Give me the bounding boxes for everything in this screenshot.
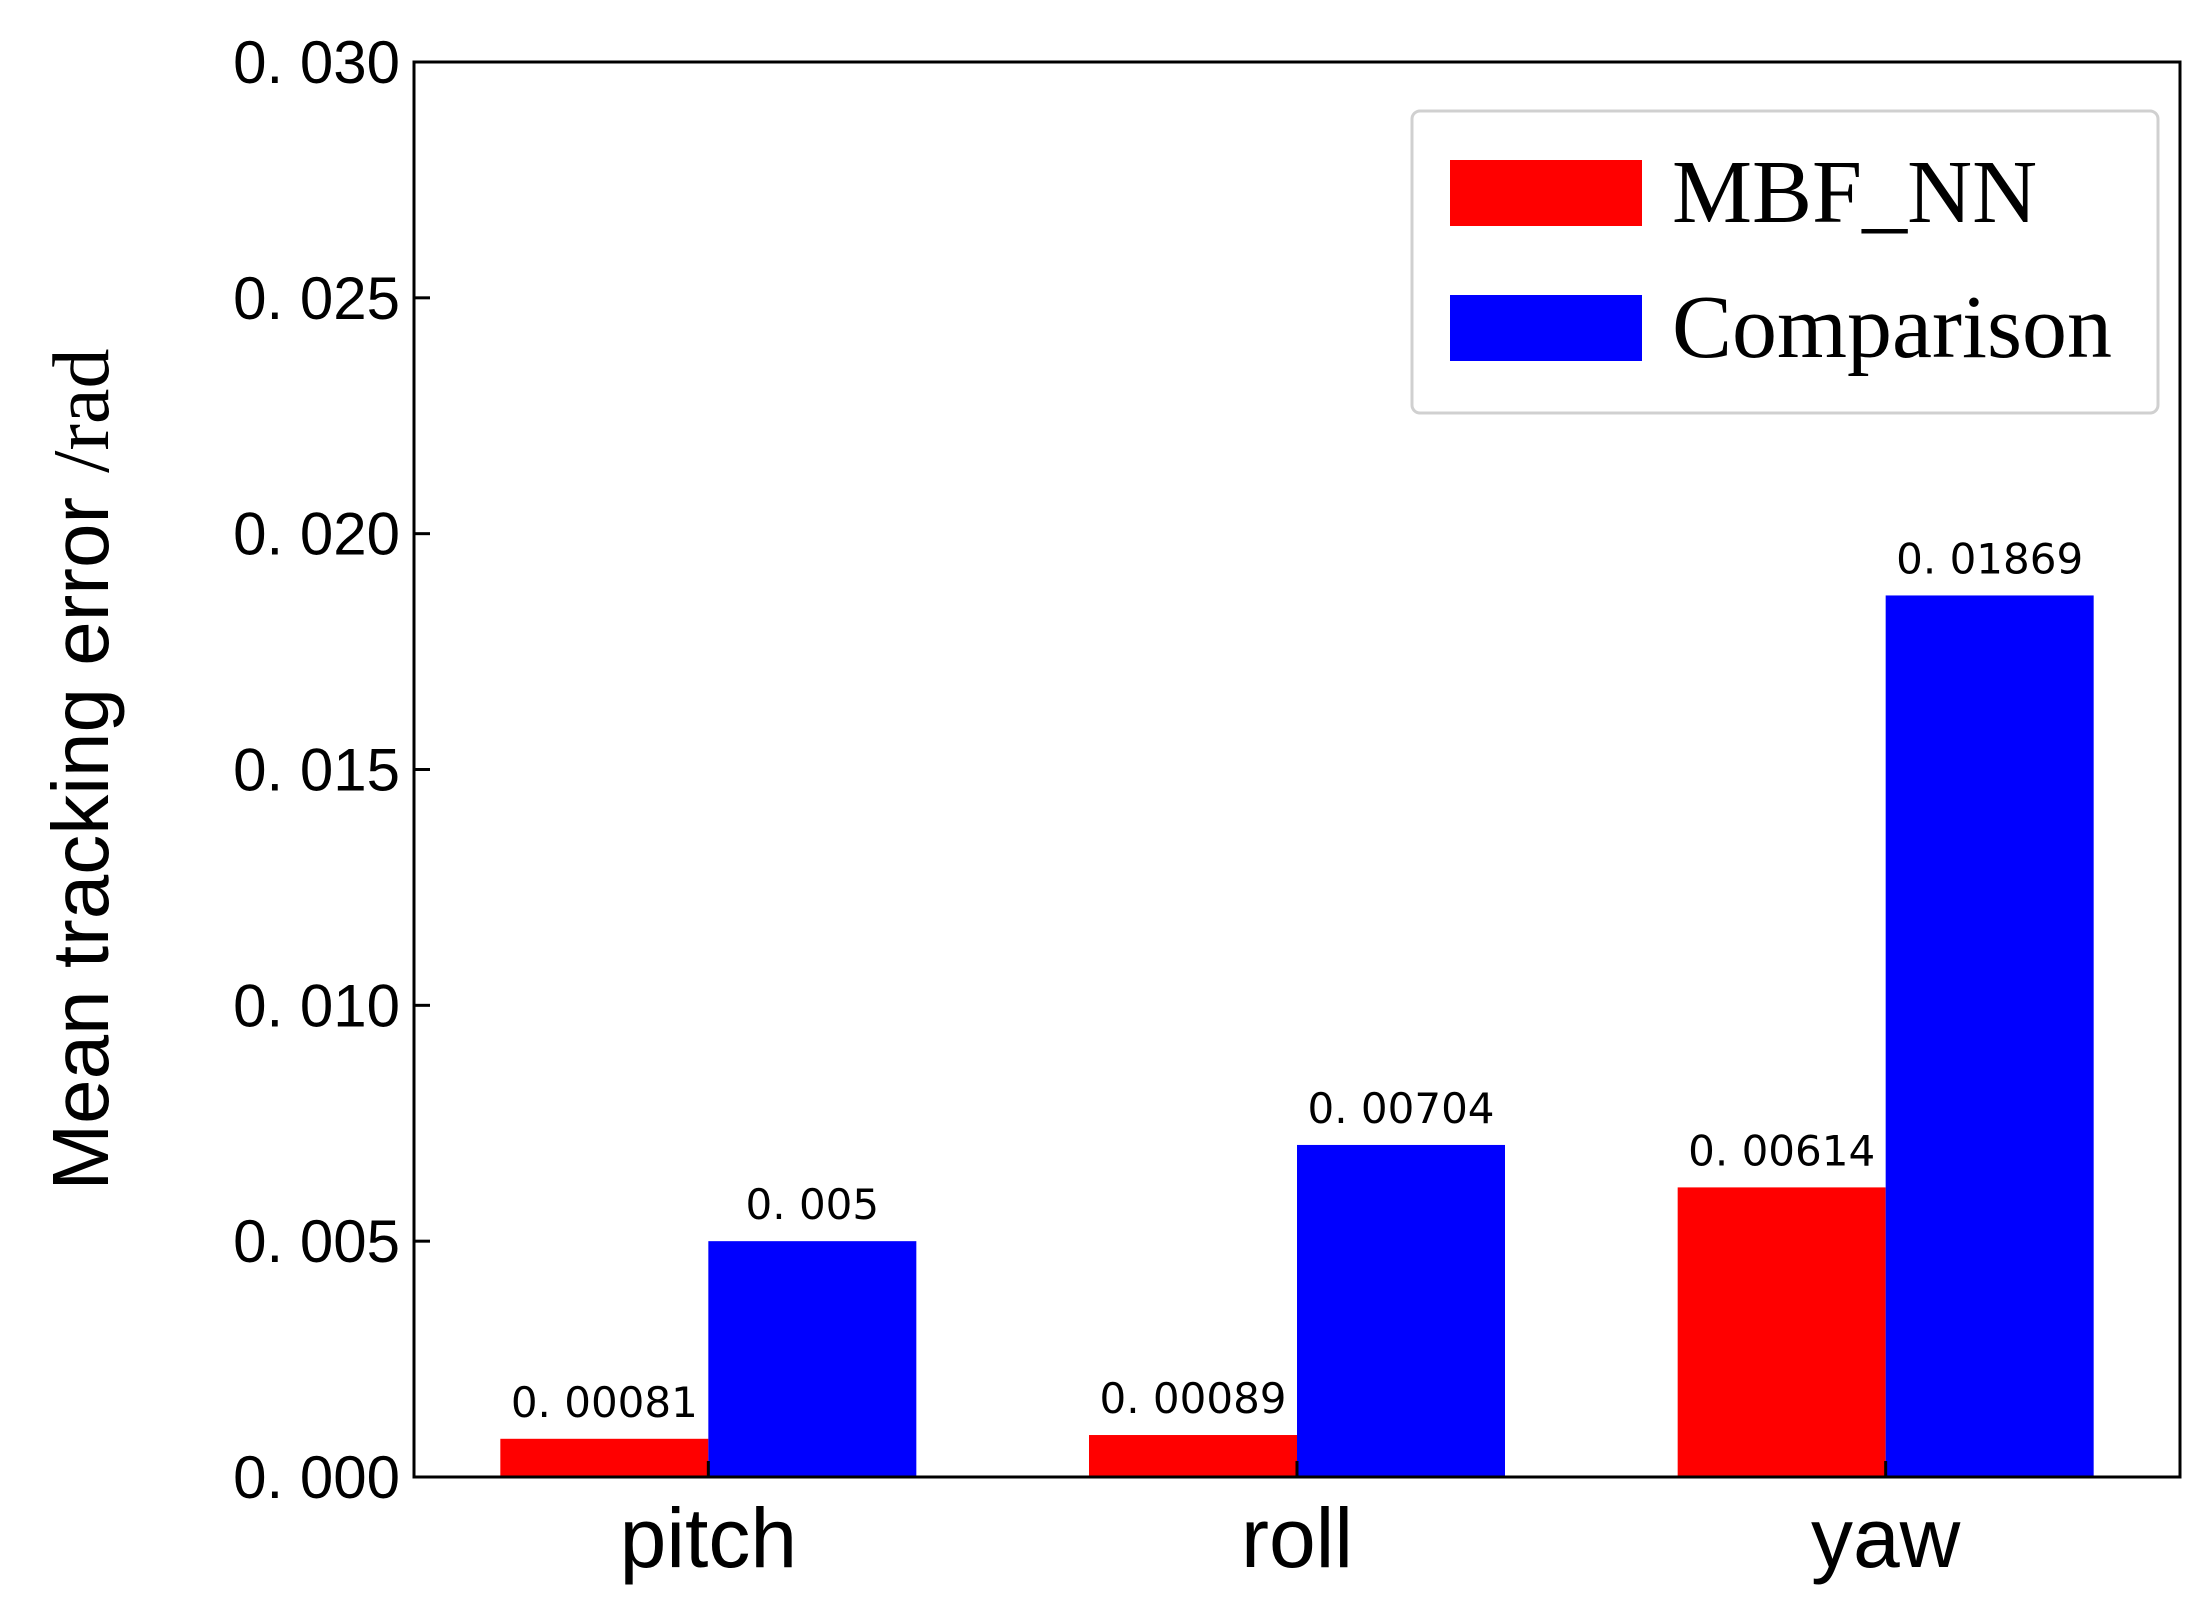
y-tick-label: 0. 030 — [233, 29, 400, 96]
y-axis-label: Mean tracking error /rad — [36, 349, 126, 1191]
bar-mbf-nn-pitch — [500, 1438, 709, 1477]
legend-swatch-mbf-nn — [1450, 160, 1642, 226]
x-axis-ticks: pitch roll yaw — [620, 1461, 1961, 1585]
legend-label-mbf-nn: MBF_NN — [1672, 143, 2037, 242]
y-axis-ticks: 0. 000 0. 005 0. 010 0. 015 0. 020 0. 025 0. 0… — [233, 29, 430, 1511]
value-label-comparison-yaw: 0. 01869 — [1896, 534, 2083, 583]
value-labels-group: 0. 00081 0. 005 0. 00089 0. 00704 0. 00614 0.… — [511, 534, 2083, 1426]
value-label-comparison-pitch: 0. 005 — [746, 1180, 880, 1229]
y-tick-label: 0. 010 — [233, 972, 400, 1039]
y-tick-label: 0. 005 — [233, 1208, 400, 1275]
value-label-comparison-roll: 0. 00704 — [1307, 1084, 1494, 1133]
x-tick-label-roll: roll — [1241, 1491, 1353, 1585]
y-tick-label: 0. 025 — [233, 265, 400, 332]
legend: MBF_NN Comparison — [1410, 109, 2160, 415]
y-axis-label-text: Mean tracking error — [36, 497, 125, 1191]
legend-swatch-comparison — [1450, 295, 1642, 361]
value-label-mbf-nn-roll: 0. 00089 — [1099, 1374, 1286, 1423]
value-label-mbf-nn-pitch: 0. 00081 — [511, 1378, 698, 1427]
bars-group — [500, 595, 2094, 1477]
value-label-mbf-nn-yaw: 0. 00614 — [1688, 1126, 1875, 1175]
legend-label-comparison: Comparison — [1672, 278, 2112, 377]
bar-mbf-nn-yaw — [1677, 1187, 1886, 1477]
y-axis-label-unit: /rad — [38, 349, 126, 473]
bar-comparison-roll — [1297, 1144, 1505, 1477]
x-tick-label-yaw: yaw — [1811, 1491, 1961, 1585]
x-tick-label-pitch: pitch — [620, 1491, 797, 1585]
bar-comparison-pitch — [708, 1241, 917, 1477]
y-tick-label: 0. 015 — [233, 737, 400, 804]
bar-mbf-nn-roll — [1089, 1435, 1297, 1477]
y-tick-label: 0. 020 — [233, 501, 400, 568]
y-tick-label: 0. 000 — [233, 1444, 400, 1511]
bar-comparison-yaw — [1885, 595, 2094, 1477]
